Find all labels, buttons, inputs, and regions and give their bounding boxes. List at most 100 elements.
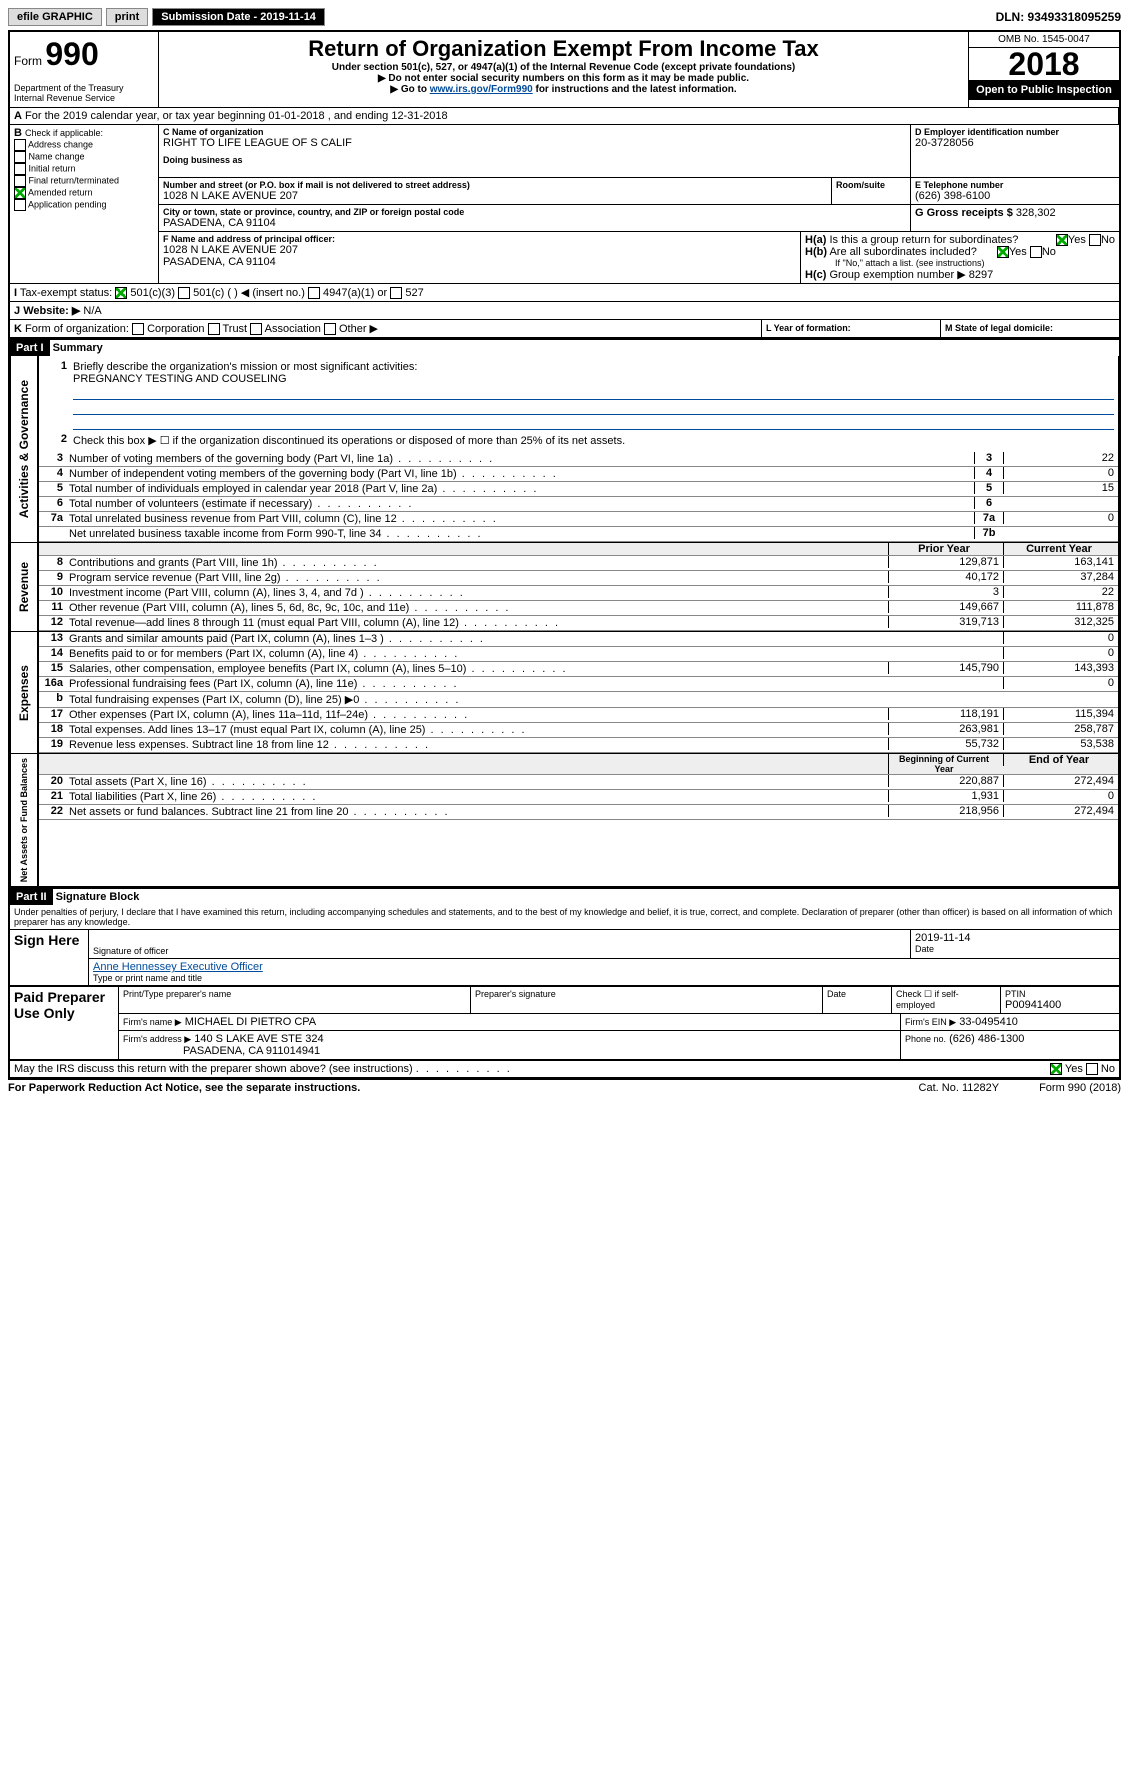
b-opt-1[interactable]	[14, 151, 26, 163]
line1-label: Briefly describe the organization's miss…	[73, 361, 417, 373]
print-button[interactable]: print	[106, 8, 148, 26]
g-label: G Gross receipts $	[915, 207, 1013, 219]
i-label: Tax-exempt status:	[20, 287, 112, 299]
part2-header: Part II	[10, 889, 53, 905]
officer-name-sub: Type or print name and title	[93, 973, 1115, 983]
prep-sig-label: Preparer's signature	[475, 989, 818, 999]
discuss-no[interactable]	[1086, 1063, 1098, 1075]
dln: DLN: 93493318095259	[996, 10, 1121, 24]
part2-title: Signature Block	[56, 891, 140, 903]
sign-here-label: Sign Here	[10, 930, 89, 986]
perjury-declaration: Under penalties of perjury, I declare th…	[10, 905, 1119, 929]
hb-label: Are all subordinates included?	[829, 246, 976, 258]
hb-note: If "No," attach a list. (see instruction…	[805, 258, 1115, 268]
city-state-zip: PASADENA, CA 91104	[163, 217, 906, 229]
b-opt-5[interactable]	[14, 199, 26, 211]
hc-label: Group exemption number ▶	[829, 269, 965, 281]
k-label: Form of organization:	[25, 323, 129, 335]
submission-date: Submission Date - 2019-11-14	[152, 8, 325, 26]
discuss-yes[interactable]	[1050, 1063, 1062, 1075]
firm-ein-label: Firm's EIN ▶	[905, 1017, 956, 1027]
b-opt-2[interactable]	[14, 163, 26, 175]
officer-name: Anne Hennessey Executive Officer	[93, 961, 1115, 973]
b-opt-0[interactable]	[14, 139, 26, 151]
ha-yes[interactable]	[1056, 234, 1068, 246]
j-label: Website: ▶	[23, 305, 80, 317]
k-opt-1[interactable]	[208, 323, 220, 335]
k-opt-2[interactable]	[250, 323, 262, 335]
dept-treasury: Department of the Treasury Internal Reve…	[14, 83, 154, 103]
form-prefix: Form	[14, 54, 42, 68]
ha-no[interactable]	[1089, 234, 1101, 246]
phone: (626) 486-1300	[949, 1033, 1024, 1045]
revenue-section: Revenue Prior Year Current Year 8Contrib…	[10, 543, 1119, 632]
net-label: Net Assets or Fund Balances	[17, 754, 31, 886]
firm-addr: 140 S LAKE AVE STE 324	[194, 1033, 323, 1045]
self-employed-check[interactable]: Check ☐ if self-employed	[896, 989, 996, 1010]
discuss-label: May the IRS discuss this return with the…	[14, 1063, 413, 1075]
exp-label: Expenses	[15, 661, 33, 725]
phone-label: Phone no.	[905, 1034, 946, 1044]
part1-header: Part I	[10, 340, 50, 356]
line1-val: PREGNANCY TESTING AND COUSELING	[73, 373, 287, 385]
form-header: Form 990 Department of the Treasury Inte…	[10, 32, 1119, 108]
room-label: Room/suite	[836, 180, 906, 190]
b-label: Check if applicable:	[25, 128, 103, 138]
expenses-section: Expenses 13Grants and similar amounts pa…	[10, 632, 1119, 754]
governance-section: Activities & Governance 1 Briefly descri…	[10, 356, 1119, 543]
i-501c3[interactable]	[115, 287, 127, 299]
website: N/A	[83, 305, 101, 317]
open-public-badge: Open to Public Inspection	[969, 80, 1119, 100]
c-name-label: C Name of organization	[163, 127, 906, 137]
net-assets-section: Net Assets or Fund Balances Beginning of…	[10, 754, 1119, 887]
f-label: F Name and address of principal officer:	[163, 234, 796, 244]
sig-date: 2019-11-14	[915, 932, 1115, 944]
k-opt-3[interactable]	[324, 323, 336, 335]
i-527[interactable]	[390, 287, 402, 299]
firm-city: PASADENA, CA 911014941	[123, 1045, 320, 1057]
cat-no: Cat. No. 11282Y	[919, 1082, 1000, 1094]
ha-label: Is this a group return for subordinates?	[829, 234, 1018, 246]
sig-date-label: Date	[915, 944, 1115, 954]
k-opt-0[interactable]	[132, 323, 144, 335]
line-a: A For the 2019 calendar year, or tax yea…	[10, 108, 1119, 125]
prep-name-label: Print/Type preparer's name	[123, 989, 466, 999]
firm-ein: 33-0495410	[959, 1016, 1018, 1028]
gov-label: Activities & Governance	[15, 376, 33, 522]
pra-notice: For Paperwork Reduction Act Notice, see …	[8, 1082, 360, 1094]
hb-yes[interactable]	[997, 246, 1009, 258]
b-opt-4[interactable]	[14, 187, 26, 199]
ein: 20-3728056	[915, 137, 1115, 149]
current-year-header: Current Year	[1003, 543, 1118, 555]
ptin: P00941400	[1005, 999, 1115, 1011]
officer-addr1: 1028 N LAKE AVENUE 207	[163, 244, 796, 256]
begin-year-header: Beginning of Current Year	[888, 754, 1003, 774]
i-4947[interactable]	[308, 287, 320, 299]
sig-officer-label: Signature of officer	[93, 946, 906, 956]
firm-name-label: Firm's name ▶	[123, 1017, 182, 1027]
tax-year: 2018	[969, 48, 1119, 80]
efile-button[interactable]: efile GRAPHIC	[8, 8, 102, 26]
form-footer: Form 990 (2018)	[1039, 1082, 1121, 1094]
irs-link[interactable]: www.irs.gov/Form990	[430, 84, 533, 95]
form-subtitle-2: Do not enter social security numbers on …	[163, 73, 964, 84]
form-container: Form 990 Department of the Treasury Inte…	[8, 30, 1121, 1080]
hb-no[interactable]	[1030, 246, 1042, 258]
prep-date-label: Date	[827, 989, 887, 999]
e-label: E Telephone number	[915, 180, 1115, 190]
street-address: 1028 N LAKE AVENUE 207	[163, 190, 827, 202]
line2: Check this box ▶ ☐ if the organization d…	[73, 433, 1114, 448]
b-opt-3[interactable]	[14, 175, 26, 187]
form-subtitle-3: Go to www.irs.gov/Form990 for instructio…	[163, 84, 964, 95]
dba-label: Doing business as	[163, 155, 906, 165]
form-subtitle-1: Under section 501(c), 527, or 4947(a)(1)…	[163, 62, 964, 73]
officer-addr2: PASADENA, CA 91104	[163, 256, 796, 268]
gross-receipts: 328,302	[1016, 207, 1056, 219]
end-year-header: End of Year	[1003, 754, 1118, 766]
form-number: 990	[45, 36, 98, 72]
i-501c[interactable]	[178, 287, 190, 299]
part1-title: Summary	[53, 342, 103, 354]
ptin-label: PTIN	[1005, 989, 1115, 999]
form-title: Return of Organization Exempt From Incom…	[163, 36, 964, 62]
rev-label: Revenue	[15, 558, 33, 616]
